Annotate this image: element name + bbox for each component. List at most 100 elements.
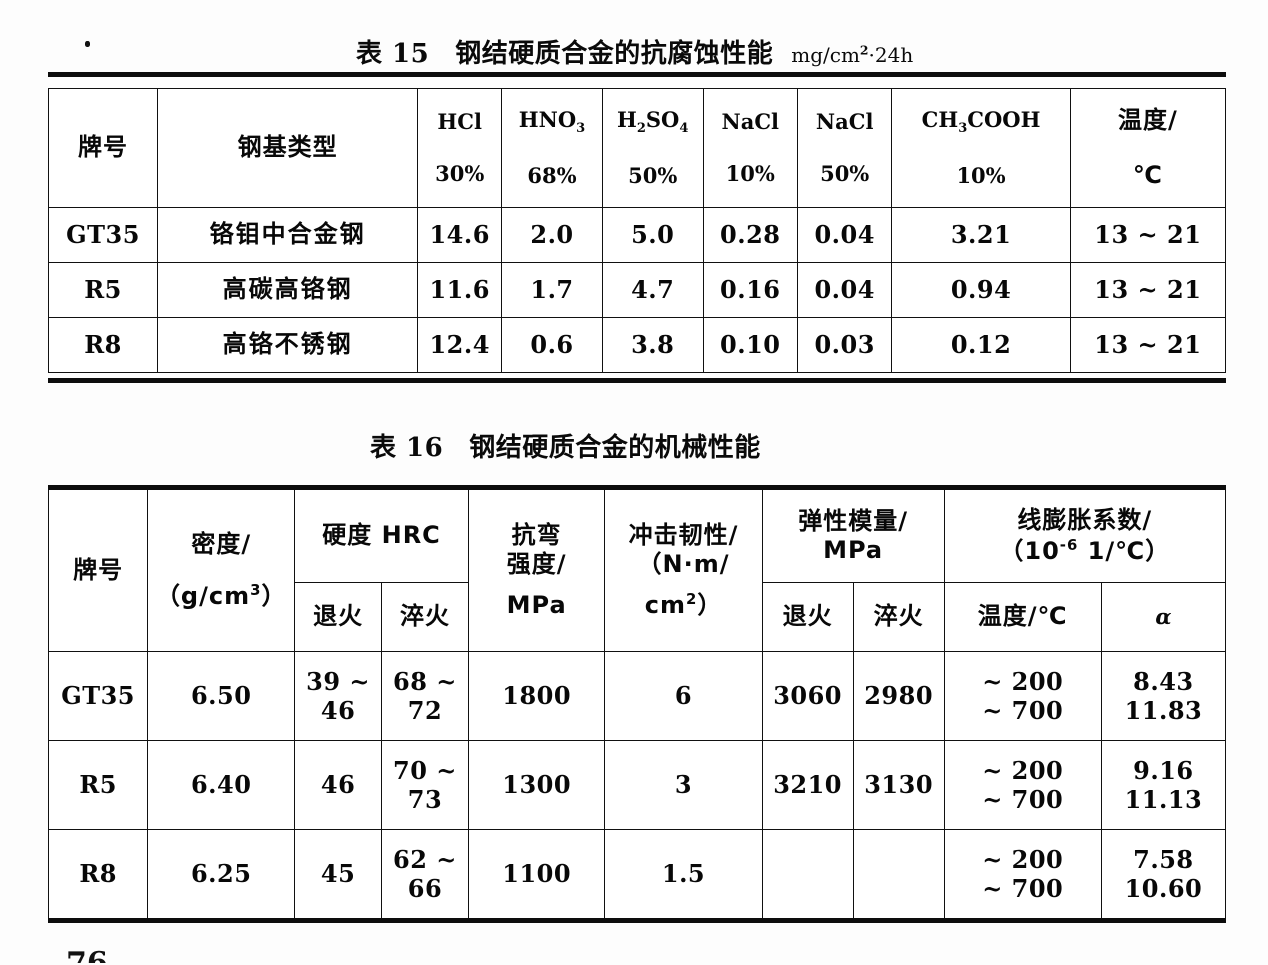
header-hardness-quenched: 淬火 <box>381 582 469 652</box>
table-15-caption: 表 15 钢结硬质合金的抗腐蚀性能 mg/cm2·24h <box>356 33 913 70</box>
header-nacl-50: NaCl 50% <box>796 88 893 208</box>
table-16-name: 钢结硬质合金的机械性能 <box>469 433 761 463</box>
cell-brand: R8 <box>47 829 149 919</box>
cell-expansion-temp-2: ~ 700 <box>982 874 1064 903</box>
cell-hardness-annealed: 46 <box>294 740 383 830</box>
cell-hcl30: 11.6 <box>417 262 503 318</box>
table-15-name: 钢结硬质合金的抗腐蚀性能 <box>455 39 774 69</box>
cell-expansion-temperature: ~ 200 ~ 700 <box>943 651 1102 741</box>
header-hcl-concentration: 30% <box>435 161 485 186</box>
cell-temperature: 13 ~ 21 <box>1069 317 1227 373</box>
header-expansion-line1: 线膨胀系数/ <box>1017 506 1153 535</box>
cell-alpha: 9.16 11.13 <box>1100 740 1227 830</box>
cell-temperature: 13 ~ 21 <box>1069 207 1227 263</box>
header-brand: 牌号 <box>47 88 159 208</box>
header-bending-line2: 强度/ <box>506 549 567 578</box>
cell-alpha: 7.58 10.60 <box>1100 829 1227 919</box>
header-density-line1: 密度/ <box>191 529 252 558</box>
header-modulus-line1: 弹性模量/ <box>798 506 908 535</box>
table-row: R5 高碳高铬钢 11.6 1.7 4.7 0.16 0.04 0.94 13 … <box>47 262 1227 318</box>
header-ch3cooh-concentration: 10% <box>956 163 1006 189</box>
header-steel-type: 钢基类型 <box>157 88 419 208</box>
cell-nacl10: 0.10 <box>702 317 798 373</box>
cell-bending-strength: 1300 <box>467 740 606 830</box>
table-row: GT35 6.50 39 ~ 46 68 ~ 72 1800 6 3060 29… <box>47 651 1227 741</box>
header-bending-strength: 抗弯 强度/ MPa <box>467 489 606 652</box>
cell-impact-toughness: 1.5 <box>604 829 763 919</box>
header-modulus-line2: MPa <box>823 536 884 564</box>
cell-hcl30: 14.6 <box>417 207 503 263</box>
cell-ch3cooh10: 0.94 <box>891 262 1071 318</box>
header-modulus-annealed: 退火 <box>761 582 854 652</box>
header-ch3cooh: CH3COOH 10% <box>891 88 1071 208</box>
cell-temperature: 13 ~ 21 <box>1069 262 1227 318</box>
table-16-bottom-rule <box>48 918 1226 923</box>
header-elastic-modulus: 弹性模量/ MPa <box>761 489 945 583</box>
cell-hcl30: 12.4 <box>417 317 503 373</box>
scan-speck-artifact <box>85 41 90 47</box>
table-15-unit-prefix: mg/cm <box>791 43 860 67</box>
header-density: 密度/ （g/cm3） <box>147 489 296 652</box>
cell-expansion-temp-1: ~ 200 <box>982 755 1064 785</box>
cell-impact-toughness: 3 <box>604 740 763 830</box>
header-nacl-50-formula: NaCl <box>815 109 874 135</box>
table-16-header-row-1: 牌号 密度/ （g/cm3） 硬度 HRC 抗弯 强度/ MPa 冲击韧性/ （… <box>47 489 1227 652</box>
cell-modulus-annealed <box>761 829 854 919</box>
cell-brand: R5 <box>47 262 159 318</box>
cell-density: 6.50 <box>147 651 296 741</box>
header-expansion-temperature: 温度/℃ <box>943 582 1102 652</box>
table-15-unit-sup: 2 <box>859 42 869 58</box>
cell-nacl10: 0.16 <box>702 262 798 318</box>
header-impact-line2: （N·m/ <box>637 550 730 579</box>
table-15-top-rule <box>48 72 1226 77</box>
header-hno3: HNO3 68% <box>501 88 603 208</box>
cell-ch3cooh10: 3.21 <box>891 207 1071 263</box>
cell-brand: GT35 <box>47 207 159 263</box>
cell-alpha-2: 11.83 <box>1124 696 1203 725</box>
cell-h2so4-50: 5.0 <box>601 207 704 263</box>
cell-alpha-2: 10.60 <box>1124 874 1203 903</box>
cell-expansion-temp-2: ~ 700 <box>982 696 1064 725</box>
cell-alpha-1: 8.43 <box>1133 666 1194 696</box>
table-row: R8 高铬不锈钢 12.4 0.6 3.8 0.10 0.03 0.12 13 … <box>47 317 1227 373</box>
header-hardness-annealed: 退火 <box>294 582 383 652</box>
header-linear-expansion: 线膨胀系数/ （10-6 1/℃） <box>943 489 1227 583</box>
cell-modulus-quenched: 2980 <box>852 651 945 741</box>
table-15-unit-suffix: ·24h <box>868 43 914 67</box>
header-hno3-concentration: 68% <box>527 163 577 189</box>
table-row: R5 6.40 46 70 ~ 73 1300 3 3210 3130 ~ 20… <box>47 740 1227 830</box>
cell-alpha-2: 11.13 <box>1124 785 1203 814</box>
cell-hardness-annealed: 45 <box>294 829 383 919</box>
header-brand: 牌号 <box>47 489 149 652</box>
cell-hardness-quenched: 68 ~ 72 <box>381 651 469 741</box>
header-bending-line3: MPa <box>506 591 567 620</box>
cell-nacl50: 0.04 <box>796 262 893 318</box>
cell-expansion-temp-1: ~ 200 <box>982 844 1064 874</box>
header-modulus-quenched: 淬火 <box>852 582 945 652</box>
header-temperature-unit: ℃ <box>1132 161 1163 189</box>
cell-alpha: 8.43 11.83 <box>1100 651 1227 741</box>
cell-brand: R5 <box>47 740 149 830</box>
table-16-caption: 表 16 钢结硬质合金的机械性能 <box>370 427 761 464</box>
header-nacl-10-formula: NaCl <box>721 109 780 135</box>
cell-density: 6.40 <box>147 740 296 830</box>
cell-hno3-68: 1.7 <box>501 262 603 318</box>
cell-bending-strength: 1100 <box>467 829 606 919</box>
cell-bending-strength: 1800 <box>467 651 606 741</box>
cell-modulus-annealed: 3060 <box>761 651 854 741</box>
page-number: 76 <box>66 944 108 963</box>
header-density-line2: （g/cm3） <box>155 581 287 610</box>
cell-brand: GT35 <box>47 651 149 741</box>
header-h2so4: H2SO4 50% <box>601 88 704 208</box>
table-15-number: 表 15 <box>356 39 430 69</box>
cell-ch3cooh10: 0.12 <box>891 317 1071 373</box>
header-hcl-formula: HCl <box>437 109 482 135</box>
cell-hardness-quenched: 70 ~ 73 <box>381 740 469 830</box>
table-row: GT35 铬钼中合金钢 14.6 2.0 5.0 0.28 0.04 3.21 … <box>47 207 1227 263</box>
cell-hardness-annealed: 39 ~ 46 <box>294 651 383 741</box>
cell-expansion-temp-2: ~ 700 <box>982 785 1064 814</box>
header-temperature-label: 温度/ <box>1117 105 1178 134</box>
table-15-bottom-rule <box>48 378 1226 383</box>
table-corrosion-resistance: 牌号 钢基类型 HCl 30% HNO3 68% H2SO4 50% NaCl … <box>47 88 1227 373</box>
